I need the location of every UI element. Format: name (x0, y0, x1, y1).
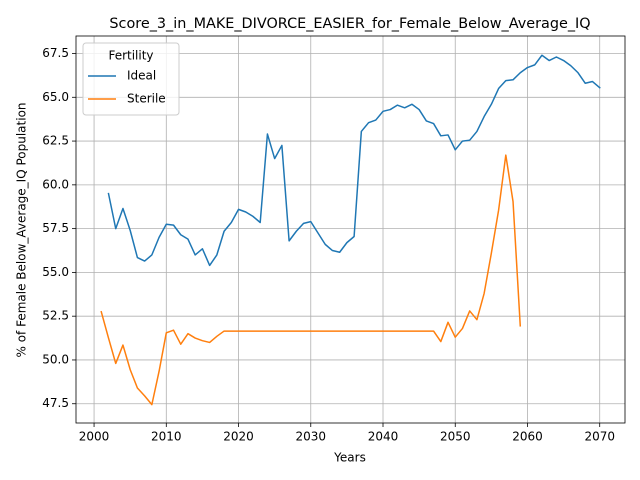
axis-ticks: 2000 2010 2020 2030 2040 2050 2060 2070 47.5 50.0… (42, 46, 615, 443)
y-tick-label: 60.0 (42, 177, 69, 191)
chart-title: Score_3_in_MAKE_DIVORCE_EASIER_for_Femal… (109, 16, 590, 32)
y-tick-label: 67.5 (42, 46, 69, 60)
y-tick-label: 57.5 (42, 221, 69, 235)
x-axis-label: Years (333, 451, 366, 465)
legend-title: Fertility (108, 49, 153, 63)
y-tick-label: 47.5 (42, 396, 69, 410)
x-tick-label: 2050 (440, 430, 471, 444)
x-tick-label: 2060 (512, 430, 543, 444)
series-lines (100, 54, 601, 406)
legend-label-ideal: Ideal (127, 69, 156, 83)
y-tick-label: 65.0 (42, 90, 69, 104)
y-tick-label: 62.5 (42, 134, 69, 148)
series-line-sterile (100, 154, 522, 406)
y-tick-label: 50.0 (42, 352, 69, 366)
legend: Fertility Ideal Sterile (82, 42, 180, 116)
plot-area-frame (75, 35, 626, 424)
x-tick-label: 2010 (151, 430, 182, 444)
series-line-ideal (107, 54, 601, 267)
x-tick-label: 2040 (368, 430, 399, 444)
grid (76, 36, 625, 423)
legend-box (82, 42, 180, 116)
y-tick-label: 52.5 (42, 309, 69, 323)
y-axis-label: % of Female Below_Average_IQ Population (15, 102, 29, 357)
x-tick-label: 2070 (584, 430, 615, 444)
x-tick-label: 2030 (295, 430, 326, 444)
y-tick-label: 55.0 (42, 265, 69, 279)
x-tick-label: 2020 (223, 430, 254, 444)
x-tick-label: 2000 (79, 430, 110, 444)
legend-label-sterile: Sterile (127, 92, 166, 106)
